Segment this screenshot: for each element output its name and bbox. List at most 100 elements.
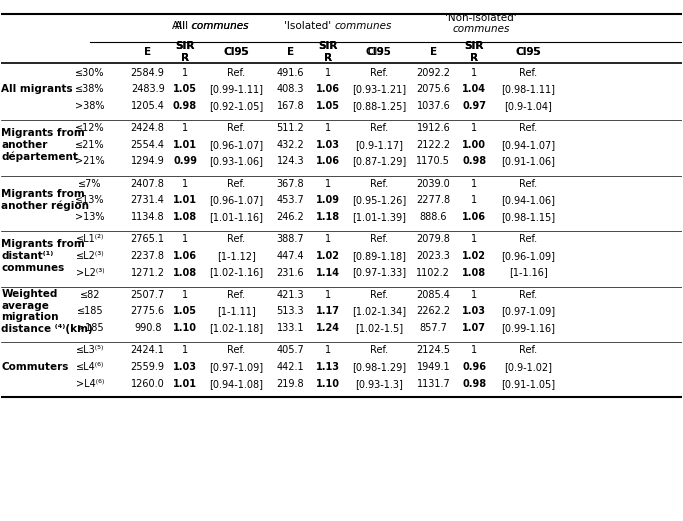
Text: 1: 1 xyxy=(471,179,477,189)
Text: 0.96: 0.96 xyxy=(462,362,486,372)
Text: 1: 1 xyxy=(471,195,477,205)
Text: 1949.1: 1949.1 xyxy=(417,362,450,372)
Text: [1.01-1.16]: [1.01-1.16] xyxy=(209,212,263,222)
Text: 2507.7: 2507.7 xyxy=(130,290,165,300)
Text: [0.99-1.16]: [0.99-1.16] xyxy=(501,323,555,333)
Text: 1037.6: 1037.6 xyxy=(417,101,450,111)
Text: 1.06: 1.06 xyxy=(316,156,340,166)
Text: ≤L3⁽⁵⁾: ≤L3⁽⁵⁾ xyxy=(76,345,104,355)
Text: [0.97-1.09]: [0.97-1.09] xyxy=(501,306,556,316)
Text: 1.13: 1.13 xyxy=(316,362,340,372)
Text: 367.8: 367.8 xyxy=(277,179,305,189)
Text: 1.03: 1.03 xyxy=(316,140,340,150)
Text: 1.06: 1.06 xyxy=(173,251,197,261)
Text: 1.24: 1.24 xyxy=(316,323,340,333)
Text: 1: 1 xyxy=(471,234,477,244)
Text: 1.08: 1.08 xyxy=(173,212,197,222)
Text: ≤21%: ≤21% xyxy=(75,140,104,150)
Text: Ref.: Ref. xyxy=(227,290,245,300)
Text: Commuters: Commuters xyxy=(1,362,69,372)
Text: 1.01: 1.01 xyxy=(173,140,197,150)
Text: [0.94-1.06]: [0.94-1.06] xyxy=(501,195,555,205)
Text: 2277.8: 2277.8 xyxy=(416,195,450,205)
Text: 888.6: 888.6 xyxy=(419,212,447,222)
Text: 2023.3: 2023.3 xyxy=(417,251,450,261)
Text: 1: 1 xyxy=(325,345,331,355)
Text: 1.05: 1.05 xyxy=(316,101,340,111)
Text: Ref.: Ref. xyxy=(370,290,388,300)
Text: 1: 1 xyxy=(325,234,331,244)
Text: 1: 1 xyxy=(325,179,331,189)
Text: 1102.2: 1102.2 xyxy=(417,267,450,278)
Text: ≤30%: ≤30% xyxy=(75,68,104,78)
Text: [0.91-1.06]: [0.91-1.06] xyxy=(501,156,555,166)
Text: CI95: CI95 xyxy=(367,47,391,57)
Text: 2559.9: 2559.9 xyxy=(130,362,165,372)
Text: 1.04: 1.04 xyxy=(462,84,486,94)
Text: CI95: CI95 xyxy=(224,47,248,57)
Text: [0.98-1.15]: [0.98-1.15] xyxy=(501,212,556,222)
Text: CI95: CI95 xyxy=(516,47,542,57)
Text: 1205.4: 1205.4 xyxy=(130,101,165,111)
Text: ≤L2⁽³⁾: ≤L2⁽³⁾ xyxy=(76,251,104,261)
Text: [0.95-1.26]: [0.95-1.26] xyxy=(352,195,406,205)
Text: 2124.5: 2124.5 xyxy=(417,345,450,355)
Text: Weighted
average
migration
distance ⁽⁴⁾(km): Weighted average migration distance ⁽⁴⁾(… xyxy=(1,289,93,334)
Text: [0.94-1.07]: [0.94-1.07] xyxy=(501,140,556,150)
Text: [1.02-1.5]: [1.02-1.5] xyxy=(355,323,403,333)
Text: 388.7: 388.7 xyxy=(277,234,305,244)
Text: [1-1.12]: [1-1.12] xyxy=(217,251,255,261)
Text: communes: communes xyxy=(189,21,249,31)
Text: 0.98: 0.98 xyxy=(462,379,486,389)
Text: 2122.2: 2122.2 xyxy=(416,140,450,150)
Text: ≤7%: ≤7% xyxy=(78,179,102,189)
Text: 1: 1 xyxy=(182,179,188,189)
Text: [0.9-1.02]: [0.9-1.02] xyxy=(505,362,553,372)
Text: 1: 1 xyxy=(182,68,188,78)
Text: 432.2: 432.2 xyxy=(277,140,305,150)
Text: Ref.: Ref. xyxy=(370,179,388,189)
Text: 1: 1 xyxy=(325,68,331,78)
Text: SIR
R: SIR R xyxy=(176,41,195,63)
Text: 491.6: 491.6 xyxy=(277,68,304,78)
Text: 1.01: 1.01 xyxy=(173,195,197,205)
Text: 167.8: 167.8 xyxy=(277,101,305,111)
Text: 1.01: 1.01 xyxy=(173,379,197,389)
Text: >L4⁽⁶⁾: >L4⁽⁶⁾ xyxy=(76,379,104,389)
Text: [1-1.16]: [1-1.16] xyxy=(510,267,548,278)
Text: 1: 1 xyxy=(471,68,477,78)
Text: 1: 1 xyxy=(471,290,477,300)
Text: E: E xyxy=(144,47,151,57)
Text: Ref.: Ref. xyxy=(520,179,538,189)
Text: Ref.: Ref. xyxy=(370,345,388,355)
Text: 1.03: 1.03 xyxy=(173,362,197,372)
Text: 1.08: 1.08 xyxy=(173,267,197,278)
Text: [0.9-1.17]: [0.9-1.17] xyxy=(355,140,403,150)
Text: 1.09: 1.09 xyxy=(316,195,340,205)
Text: E: E xyxy=(144,47,151,57)
Text: 2424.1: 2424.1 xyxy=(130,345,165,355)
Text: communes: communes xyxy=(192,21,249,31)
Text: Ref.: Ref. xyxy=(227,179,245,189)
Text: 1.10: 1.10 xyxy=(173,323,197,333)
Text: 1: 1 xyxy=(182,234,188,244)
Text: CI95: CI95 xyxy=(366,47,392,57)
Text: 2075.6: 2075.6 xyxy=(417,84,450,94)
Text: [1.01-1.39]: [1.01-1.39] xyxy=(352,212,406,222)
Text: SIR
R: SIR R xyxy=(318,41,337,63)
Text: [1.02-1.18]: [1.02-1.18] xyxy=(209,323,263,333)
Text: Migrants from
another région: Migrants from another région xyxy=(1,189,89,212)
Text: 1.14: 1.14 xyxy=(316,267,340,278)
Text: 1134.8: 1134.8 xyxy=(131,212,165,222)
Text: 1: 1 xyxy=(325,290,331,300)
Text: 'Isolated': 'Isolated' xyxy=(284,21,335,31)
Text: [0.98-1.11]: [0.98-1.11] xyxy=(501,84,555,94)
Text: ≤13%: ≤13% xyxy=(75,195,104,205)
Text: SIR
R: SIR R xyxy=(318,41,337,63)
Text: 1: 1 xyxy=(471,345,477,355)
Text: [0.93-1.06]: [0.93-1.06] xyxy=(209,156,263,166)
Text: Migrants from
distant⁽¹⁾
communes: Migrants from distant⁽¹⁾ communes xyxy=(1,239,85,272)
Text: [0.87-1.29]: [0.87-1.29] xyxy=(352,156,406,166)
Text: ≤38%: ≤38% xyxy=(75,84,104,94)
Text: [0.99-1.11]: [0.99-1.11] xyxy=(209,84,263,94)
